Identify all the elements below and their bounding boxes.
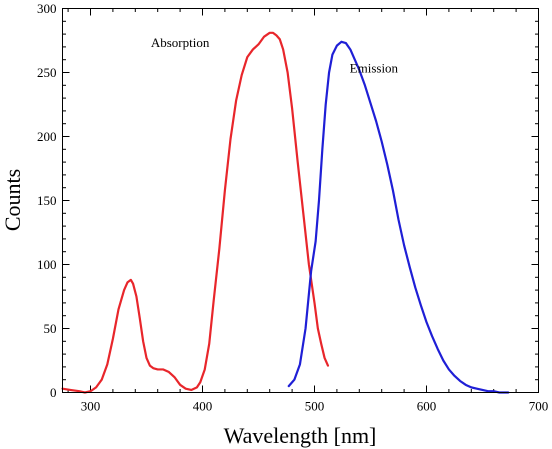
- x-tick-label: 300: [81, 399, 101, 414]
- x-tick-label: 400: [193, 399, 213, 414]
- emission-label: Emission: [350, 61, 399, 76]
- absorption-label: Absorption: [151, 35, 210, 50]
- y-tick-label: 300: [37, 1, 57, 16]
- y-axis-title: Counts: [0, 169, 25, 231]
- absorption-line: [61, 31, 330, 394]
- x-tick-label: 500: [305, 399, 325, 414]
- series-layer: [61, 31, 510, 394]
- emission-line: [287, 40, 510, 394]
- x-axis-title: Wavelength [nm]: [224, 423, 377, 448]
- y-tick-label: 50: [44, 321, 57, 336]
- y-tick-label: 100: [37, 257, 57, 272]
- ticks-layer: 300 400 500 600 700 0 50 100 150 200 250 300: [37, 1, 548, 414]
- plot-frame: [62, 8, 539, 393]
- y-tick-label: 250: [37, 65, 57, 80]
- x-tick-label: 600: [417, 399, 437, 414]
- y-tick-label: 0: [50, 385, 57, 400]
- annotation-layer: Absorption Emission: [151, 35, 399, 76]
- y-tick-label: 150: [37, 193, 57, 208]
- x-tick-label: 700: [529, 399, 549, 414]
- y-tick-label: 200: [37, 129, 57, 144]
